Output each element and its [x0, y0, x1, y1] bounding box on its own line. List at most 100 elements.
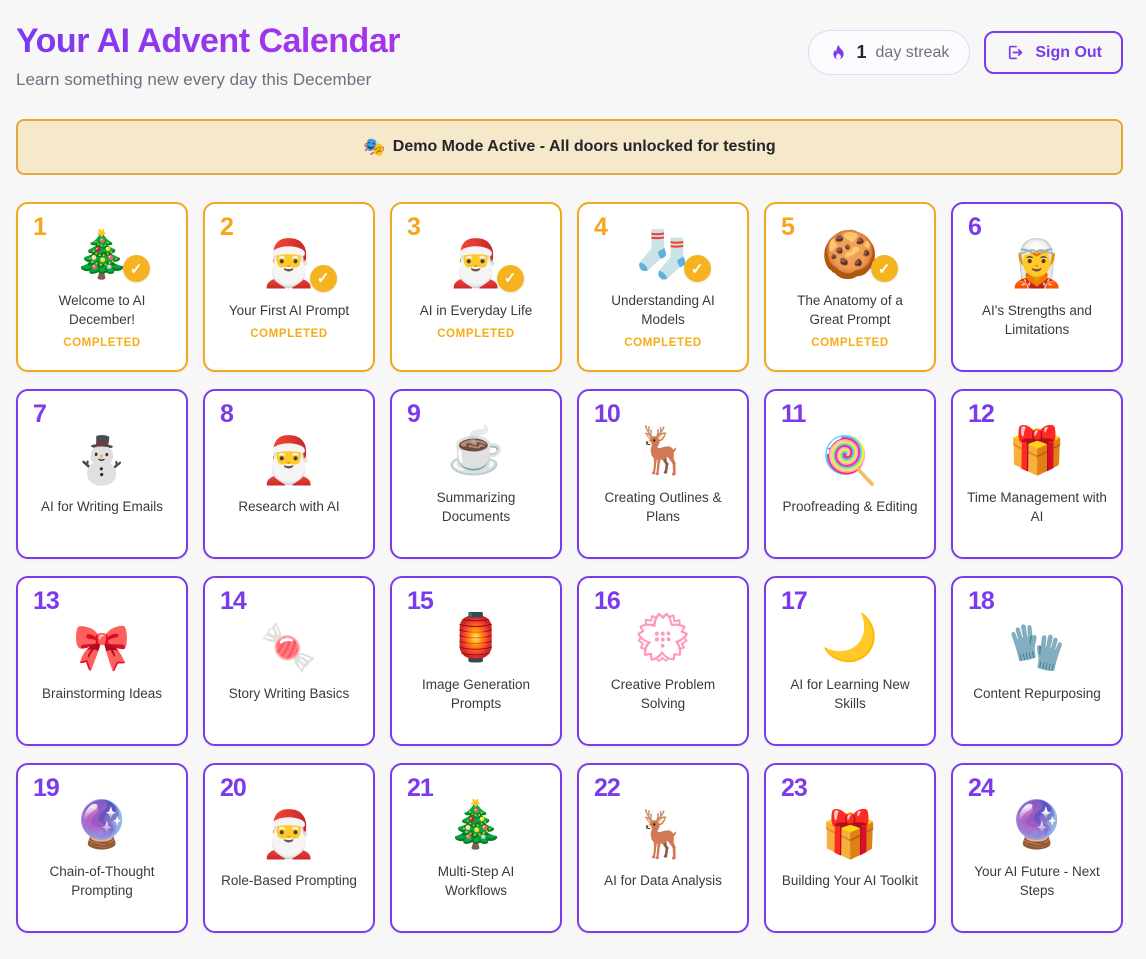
snow-globe-icon: 🔮 — [73, 798, 131, 851]
page-subtitle: Learn something new every day this Decem… — [16, 70, 372, 89]
door-icon-wrap: 🎅 — [260, 809, 317, 860]
hot-cocoa-icon: ☕ — [447, 424, 505, 477]
door-title: Creative Problem Solving — [610, 676, 716, 711]
door-title: Your AI Future - Next Steps — [974, 863, 1100, 898]
door-title: Content Repurposing — [973, 686, 1101, 702]
door-number: 19 — [33, 774, 60, 802]
header-titles: Your AI Advent Calendar Learn something … — [16, 22, 400, 90]
advent-door-card-2[interactable]: 2 🎅 ✓ Your First AI Prompt COMPLETED — [203, 202, 375, 372]
door-title: Role-Based Prompting — [221, 873, 357, 889]
door-title: Story Writing Basics — [228, 686, 350, 702]
santa-icon: 🎅 — [260, 807, 318, 860]
door-number: 13 — [33, 587, 60, 615]
door-number: 9 — [407, 400, 421, 428]
door-number: 16 — [594, 587, 621, 615]
logout-icon — [1005, 43, 1024, 62]
advent-door-card-21[interactable]: 21 🎄 Multi-Step AI Workflows — [390, 763, 562, 933]
advent-door-card-23[interactable]: 23 🎁 Building Your AI Toolkit — [764, 763, 936, 933]
door-number: 4 — [594, 213, 608, 241]
door-number: 20 — [220, 774, 247, 802]
advent-door-card-14[interactable]: 14 🍬 Story Writing Basics — [203, 576, 375, 746]
advent-door-card-16[interactable]: 16 💮 Creative Problem Solving — [577, 576, 749, 746]
door-title: Chain-of-Thought Prompting — [49, 863, 155, 898]
door-number: 7 — [33, 400, 47, 428]
advent-door-card-22[interactable]: 22 🦌 AI for Data Analysis — [577, 763, 749, 933]
snow-globe-icon: 🔮 — [1008, 798, 1066, 851]
advent-door-card-18[interactable]: 18 🧤 Content Repurposing — [951, 576, 1123, 746]
door-icon-wrap: 🧤 — [1008, 622, 1065, 673]
door-title: The Anatomy of a Great Prompt — [797, 293, 903, 328]
santa-hat-icon: 🎅 — [447, 237, 505, 290]
advent-door-card-17[interactable]: 17 🌙 AI for Learning New Skills — [764, 576, 936, 746]
advent-door-card-7[interactable]: 7 ⛄ AI for Writing Emails — [16, 389, 188, 559]
page-header: Your AI Advent Calendar Learn something … — [16, 22, 1123, 90]
advent-door-card-10[interactable]: 10 🦌 Creating Outlines & Plans — [577, 389, 749, 559]
door-icon-wrap: 🎄 — [447, 799, 504, 850]
door-title: Image Generation Prompts — [421, 676, 531, 711]
door-status-badge: COMPLETED — [63, 337, 141, 350]
door-title: Multi-Step AI Workflows — [437, 863, 515, 898]
door-icon-wrap: ⛄ — [73, 435, 130, 486]
advent-door-card-13[interactable]: 13 🎀 Brainstorming Ideas — [16, 576, 188, 746]
door-status-badge: COMPLETED — [811, 337, 889, 350]
reindeer-icon: 🦌 — [634, 424, 692, 477]
advent-door-card-5[interactable]: 5 🍪 ✓ The Anatomy of a Great Prompt COMP… — [764, 202, 936, 372]
advent-door-card-9[interactable]: 9 ☕ Summarizing Documents — [390, 389, 562, 559]
advent-door-card-15[interactable]: 15 🏮 Image Generation Prompts — [390, 576, 562, 746]
advent-door-card-12[interactable]: 12 🎁 Time Management with AI — [951, 389, 1123, 559]
door-icon-wrap: 🔮 — [1008, 799, 1065, 850]
door-title: AI for Writing Emails — [40, 499, 164, 515]
completed-check-icon: ✓ — [870, 255, 898, 283]
door-title: Time Management with AI — [967, 489, 1107, 524]
door-title: AI for Data Analysis — [604, 873, 722, 889]
gingerbread-man-icon: 🍪 — [821, 227, 879, 280]
crescent-moon-icon: 🌙 — [821, 611, 879, 664]
advent-door-card-11[interactable]: 11 🍭 Proofreading & Editing — [764, 389, 936, 559]
christmas-tree-icon: 🎄 — [447, 798, 505, 851]
doors-grid: 1 🎄 ✓ Welcome to AI December! COMPLETED … — [16, 202, 1123, 933]
door-title: Welcome to AI December! — [58, 293, 146, 328]
door-icon-wrap: 💮 — [634, 612, 691, 663]
door-icon-wrap: 🍪 ✓ — [821, 227, 898, 283]
door-icon-wrap: 🧝 — [1008, 238, 1065, 289]
door-number: 12 — [968, 400, 995, 428]
advent-door-card-24[interactable]: 24 🔮 Your AI Future - Next Steps — [951, 763, 1123, 933]
gift-icon: 🎁 — [1008, 424, 1066, 477]
ribbon-bow-icon: 🎀 — [73, 620, 131, 673]
door-number: 18 — [968, 587, 995, 615]
door-icon-wrap: 🎅 ✓ — [447, 237, 524, 292]
door-number: 11 — [781, 400, 806, 428]
reindeer-icon: 🦌 — [634, 807, 692, 860]
door-number: 3 — [407, 213, 421, 241]
advent-door-card-20[interactable]: 20 🎅 Role-Based Prompting — [203, 763, 375, 933]
door-icon-wrap: 🧦 ✓ — [634, 227, 711, 283]
door-status-badge: COMPLETED — [624, 337, 702, 350]
stocking-icon: 🧦 — [634, 227, 692, 280]
door-number: 8 — [220, 400, 234, 428]
snowman-icon: ⛄ — [73, 433, 131, 486]
door-number: 6 — [968, 213, 982, 241]
completed-check-icon: ✓ — [683, 255, 711, 283]
candy-cane-icon: 🍬 — [260, 620, 318, 673]
advent-door-card-1[interactable]: 1 🎄 ✓ Welcome to AI December! COMPLETED — [16, 202, 188, 372]
door-icon-wrap: 🎁 — [821, 809, 878, 860]
door-title: Creating Outlines & Plans — [604, 489, 722, 524]
door-icon-wrap: 🦌 — [634, 425, 691, 476]
door-icon-wrap: 🎁 — [1008, 425, 1065, 476]
advent-door-card-19[interactable]: 19 🔮 Chain-of-Thought Prompting — [16, 763, 188, 933]
streak-count: 1 — [856, 42, 867, 62]
door-title: AI for Learning New Skills — [790, 676, 910, 711]
door-icon-wrap: 🍭 — [821, 435, 878, 486]
door-icon-wrap: 🎅 — [260, 435, 317, 486]
door-title: Proofreading & Editing — [782, 499, 918, 515]
sign-out-button[interactable]: Sign Out — [984, 31, 1123, 74]
streak-label: day streak — [875, 43, 950, 61]
header-actions: 1 day streak Sign Out — [807, 30, 1123, 75]
advent-door-card-3[interactable]: 3 🎅 ✓ AI in Everyday Life COMPLETED — [390, 202, 562, 372]
sign-out-label: Sign Out — [1035, 43, 1102, 61]
advent-door-card-8[interactable]: 8 🎅 Research with AI — [203, 389, 375, 559]
door-number: 1 — [33, 213, 47, 241]
advent-door-card-6[interactable]: 6 🧝 AI's Strengths and Limitations — [951, 202, 1123, 372]
advent-door-card-4[interactable]: 4 🧦 ✓ Understanding AI Models COMPLETED — [577, 202, 749, 372]
flame-icon — [829, 43, 848, 62]
